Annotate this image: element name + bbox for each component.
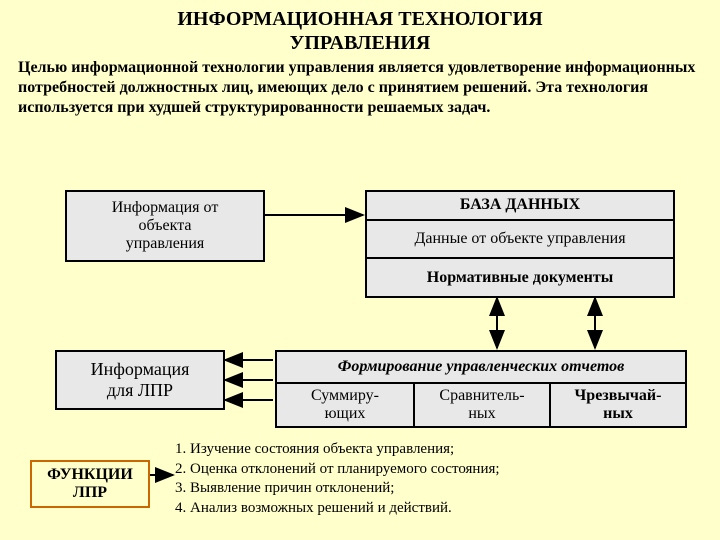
list-item-1: 1. Изучение состояния объекта управления… — [175, 440, 500, 460]
reports-header: Формирование управленческих отчетов — [277, 352, 685, 382]
reports-row: Суммиру- ющих Сравнитель- ных Чрезвычай-… — [277, 382, 685, 426]
box-functions-lpr: ФУНКЦИИ ЛПР — [30, 460, 150, 508]
report-col-emergency: Чрезвычай- ных — [549, 384, 685, 426]
box-info-from-object-label: Информация от объекта управления — [112, 199, 219, 253]
info-lpr-line2: для ЛПР — [107, 380, 173, 401]
rep3b: ных — [603, 405, 633, 423]
box-info-for-lpr: Информация для ЛПР — [55, 350, 225, 410]
rep2a: Сравнитель- — [439, 387, 524, 405]
rep2b: ных — [468, 405, 495, 423]
title-line-1: ИНФОРМАЦИОННАЯ ТЕХНОЛОГИЯ — [0, 8, 720, 31]
box-reports: Формирование управленческих отчетов Сумм… — [275, 350, 687, 428]
report-col-summary: Суммиру- ющих — [277, 384, 413, 426]
list-item-3: 3. Выявление причин отклонений; — [175, 479, 500, 499]
db-row-norm: Нормативные документы — [367, 257, 673, 296]
report-col-compare: Сравнитель- ных — [413, 384, 549, 426]
box-database: БАЗА ДАННЫХ Данные от объекте управления… — [365, 190, 675, 298]
functions-list: 1. Изучение состояния объекта управления… — [175, 440, 500, 518]
box-info-from-object: Информация от объекта управления — [65, 190, 265, 262]
db-row-data: Данные от объекте управления — [367, 219, 673, 258]
info-lpr-line1: Информация — [91, 359, 190, 380]
db-header: БАЗА ДАННЫХ — [367, 192, 673, 219]
list-item-4: 4. Анализ возможных решений и действий. — [175, 499, 500, 519]
intro-paragraph: Целью информационной технологии управлен… — [18, 58, 706, 118]
rep1b: ющих — [325, 405, 366, 423]
rep3a: Чрезвычай- — [575, 387, 662, 405]
rep1a: Суммиру- — [311, 387, 379, 405]
title-line-2: УПРАВЛЕНИЯ — [0, 32, 720, 55]
functions-lpr-label: ФУНКЦИИ ЛПР — [47, 466, 133, 502]
list-item-2: 2. Оценка отклонений от планируемого сос… — [175, 460, 500, 480]
